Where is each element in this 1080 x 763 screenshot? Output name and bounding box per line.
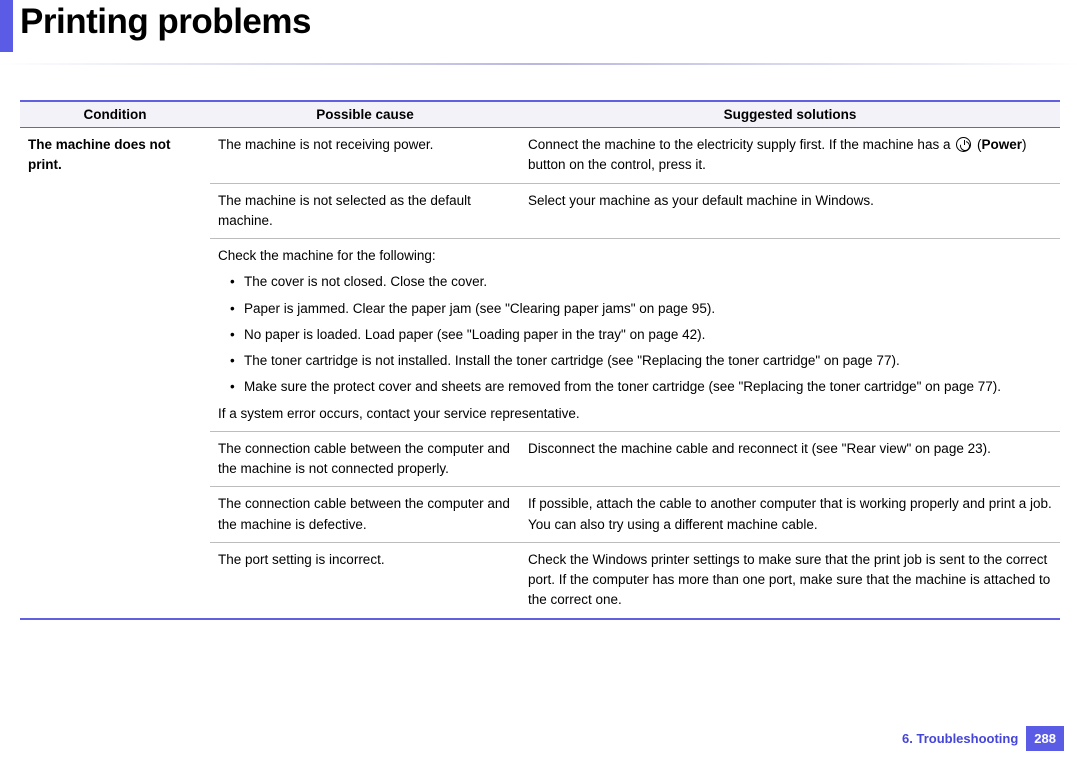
checklist-outro: If a system error occurs, contact your s… <box>218 404 1052 424</box>
footer-chapter: 6. Troubleshooting <box>902 731 1018 746</box>
condition-cell-blank <box>20 542 210 618</box>
col-header-condition: Condition <box>20 101 210 128</box>
bullet-item: The toner cartridge is not installed. In… <box>230 349 1052 373</box>
cause-cell: The connection cable between the compute… <box>210 431 520 487</box>
bullet-item: Paper is jammed. Clear the paper jam (se… <box>230 297 1052 321</box>
solution-cell: Connect the machine to the electricity s… <box>520 128 1060 184</box>
condition-cell-blank <box>20 487 210 543</box>
checklist-intro: Check the machine for the following: <box>218 246 1052 266</box>
condition-cell-blank <box>20 183 210 239</box>
cause-cell: The machine is not receiving power. <box>210 128 520 184</box>
col-header-cause: Possible cause <box>210 101 520 128</box>
solution-cell: Check the Windows printer settings to ma… <box>520 542 1060 618</box>
cause-cell: The connection cable between the compute… <box>210 487 520 543</box>
solution-cell: Select your machine as your default mach… <box>520 183 1060 239</box>
table-row: The machine does not print. The machine … <box>20 128 1060 184</box>
merged-checklist-cell: Check the machine for the following: The… <box>210 239 1060 432</box>
table-row: The connection cable between the compute… <box>20 431 1060 487</box>
solution-text-pre: Connect the machine to the electricity s… <box>528 137 954 152</box>
solution-cell: Disconnect the machine cable and reconne… <box>520 431 1060 487</box>
solution-cell: If possible, attach the cable to another… <box>520 487 1060 543</box>
bullet-item: The cover is not closed. Close the cover… <box>230 270 1052 294</box>
table-row: Check the machine for the following: The… <box>20 239 1060 432</box>
table-header-row: Condition Possible cause Suggested solut… <box>20 101 1060 128</box>
col-header-solution: Suggested solutions <box>520 101 1060 128</box>
condition-cell: The machine does not print. <box>20 128 210 184</box>
troubleshooting-table: Condition Possible cause Suggested solut… <box>20 100 1060 620</box>
header-gradient-line <box>0 63 1080 65</box>
page-footer: 6. Troubleshooting 288 <box>902 726 1064 751</box>
table-row: The port setting is incorrect. Check the… <box>20 542 1060 618</box>
header-accent-tab <box>0 0 13 52</box>
table-row: The machine is not selected as the defau… <box>20 183 1060 239</box>
power-icon <box>956 137 971 152</box>
condition-cell-blank <box>20 431 210 487</box>
page-number-badge: 288 <box>1026 726 1064 751</box>
page-title: Printing problems <box>20 2 311 42</box>
bullet-item: Make sure the protect cover and sheets a… <box>230 375 1052 399</box>
power-label: Power <box>981 137 1022 152</box>
cause-cell: The machine is not selected as the defau… <box>210 183 520 239</box>
condition-cell-blank <box>20 239 210 432</box>
table-row: The connection cable between the compute… <box>20 487 1060 543</box>
bullet-item: No paper is loaded. Load paper (see "Loa… <box>230 323 1052 347</box>
cause-cell: The port setting is incorrect. <box>210 542 520 618</box>
checklist-bullets: The cover is not closed. Close the cover… <box>218 270 1052 399</box>
